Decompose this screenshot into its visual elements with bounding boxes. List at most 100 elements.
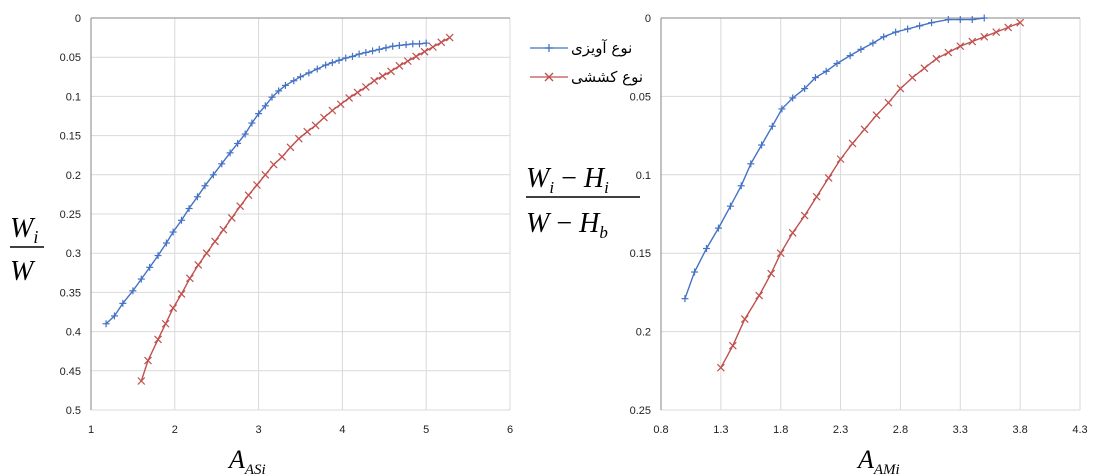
left-point-tensile [428,43,437,51]
left-point-tensile [353,88,362,97]
left-point-tensile [336,100,345,109]
left-point-hanging [348,52,356,60]
left-y-tick-label: 0.45 [60,366,81,378]
left-point-hanging [226,149,234,157]
right-point-hanging [980,14,988,22]
left-series-line-hanging [105,42,427,325]
right-point-hanging [892,28,900,36]
right-point-hanging [857,45,865,53]
right-point-tensile [716,363,725,372]
left-point-hanging [193,193,201,201]
right-y-tick-label: 0.15 [630,248,651,260]
left-point-tensile [227,213,236,222]
left-point-tensile [161,319,170,328]
left-point-tensile [311,121,320,130]
right-y-tick-label: 0.1 [636,170,651,182]
right-xlabel-sub: AMi [873,462,900,474]
right-point-hanging [880,33,888,41]
left-point-hanging [382,44,390,52]
right-point-tensile [824,174,833,182]
left-point-hanging [395,41,403,49]
right-point-hanging [956,16,964,24]
right-point-hanging [822,67,830,75]
right-point-tensile [980,32,989,41]
left-x-tick-label: 3 [256,424,262,436]
left-x-tick-label: 4 [339,424,345,436]
right-series-layer [681,14,1025,372]
right-point-tensile [755,291,764,300]
right-x-tick-label: 2.8 [893,424,908,436]
right-point-hanging [747,160,755,168]
left-point-tensile [194,261,203,269]
left-point-hanging [297,73,304,81]
svg-text:Wi: Wi [10,213,38,247]
right-point-hanging [768,122,776,130]
right-point-tensile [860,125,869,134]
left-y-tick-label: 0.1 [66,91,81,103]
right-point-tensile [836,155,845,164]
left-point-hanging [322,61,330,69]
chart-wall-height-ratio: 0 0.05 0.1 0.15 0.2 0.250.8 1.3 1.8 2.3 2.8 3.3 3.8… [630,13,1088,436]
left-tick-layer: 0 0.05 0.1 0.15 0.2 0.25 0.3 0.35 0.4 0.45 0.5 1 2 3 4… [60,13,513,436]
left-point-hanging [422,39,430,47]
right-point-tensile [944,48,953,57]
right-xlabel-main: A [856,445,874,474]
right-y-tick-label: 0.2 [636,327,651,339]
left-point-hanging [268,93,276,101]
right-point-tensile [932,54,941,63]
left-point-tensile [403,57,412,66]
left-point-tensile [185,274,194,283]
left-y-tick-label: 0 [75,13,81,25]
right-point-hanging [811,74,819,82]
right-y-tick-label: 0.25 [630,405,651,417]
left-point-tensile [169,304,178,313]
left-point-hanging [102,320,110,328]
left-point-hanging [209,171,217,179]
right-point-hanging [691,268,699,276]
right-point-hanging [737,182,745,190]
left-point-hanging [110,312,118,320]
left-point-hanging [275,87,283,95]
left-point-hanging [137,275,145,283]
right-x-tick-label: 0.8 [653,424,668,436]
left-point-tensile [202,249,211,258]
right-point-tensile [968,37,977,46]
left-point-hanging [201,182,209,190]
right-point-tensile [767,269,776,278]
left-point-hanging [255,110,263,118]
left-x-tick-label: 5 [423,424,429,436]
left-x-tick-label: 6 [507,424,513,436]
legend-label-hanging: نوع آویزی [571,39,632,57]
right-point-tensile [1016,18,1025,27]
svg-text:Wi − Hi: Wi − Hi [526,163,609,197]
left-point-hanging [389,42,397,50]
left-point-tensile [370,76,379,85]
right-x-tick-label: 1.3 [713,424,728,436]
left-point-tensile [144,356,152,365]
right-point-hanging [681,295,689,303]
right-point-tensile [872,111,881,120]
left-xlabel-main: A [227,445,245,474]
right-grid [660,17,1081,411]
right-point-hanging [789,94,797,102]
left-point-hanging [169,228,177,236]
right-point-tensile [740,315,749,323]
left-point-hanging [362,48,370,56]
left-series-line-tensile [140,36,451,382]
left-point-tensile [154,335,162,344]
right-point-tensile [776,249,785,258]
left-point-hanging [415,40,423,48]
right-ylabel-den-minus-main: H [578,208,601,239]
right-point-hanging [869,39,877,47]
left-point-hanging [241,130,249,138]
left-point-hanging [146,263,154,271]
right-point-tensile [920,64,929,73]
left-y-tick-label: 0.3 [66,248,81,260]
right-y-axis-label: Wi − Hi W − Hb [526,163,640,242]
left-y-tick-label: 0.5 [66,405,81,417]
legend-item-tensile: نوع کششی [530,68,643,86]
left-point-tensile [328,106,337,115]
left-point-tensile [286,143,295,152]
left-point-tensile [252,181,261,189]
